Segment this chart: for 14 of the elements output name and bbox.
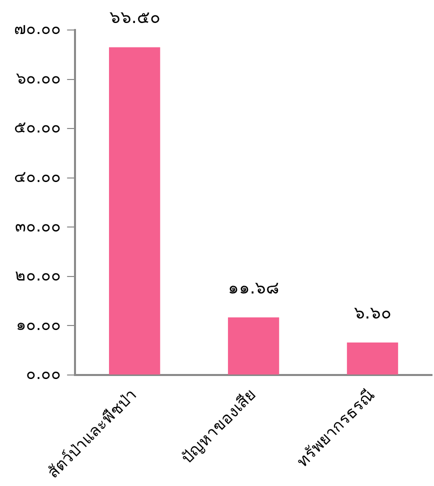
y-tick-label: ๐.๐๐	[26, 364, 62, 384]
data-label: ๖๖.๕๐	[109, 8, 160, 28]
y-tick-label: ๕๐.๐๐	[14, 118, 62, 137]
y-tick-label: ๔๐.๐๐	[14, 167, 62, 186]
y-tick-label: ๒๐.๐๐	[14, 266, 62, 285]
bar	[108, 47, 160, 374]
y-tick-label: ๖๐.๐๐	[16, 68, 62, 88]
y-tick-label: ๑๐.๐๐	[16, 314, 62, 334]
data-label: ๑๑.๖๘	[228, 278, 280, 298]
y-tick-label: ๗๐.๐๐	[14, 19, 62, 38]
bar	[346, 342, 398, 374]
y-tick-label: ๓๐.๐๐	[14, 216, 62, 236]
data-label: ๖.๖๐	[354, 303, 392, 324]
bar	[228, 317, 280, 374]
